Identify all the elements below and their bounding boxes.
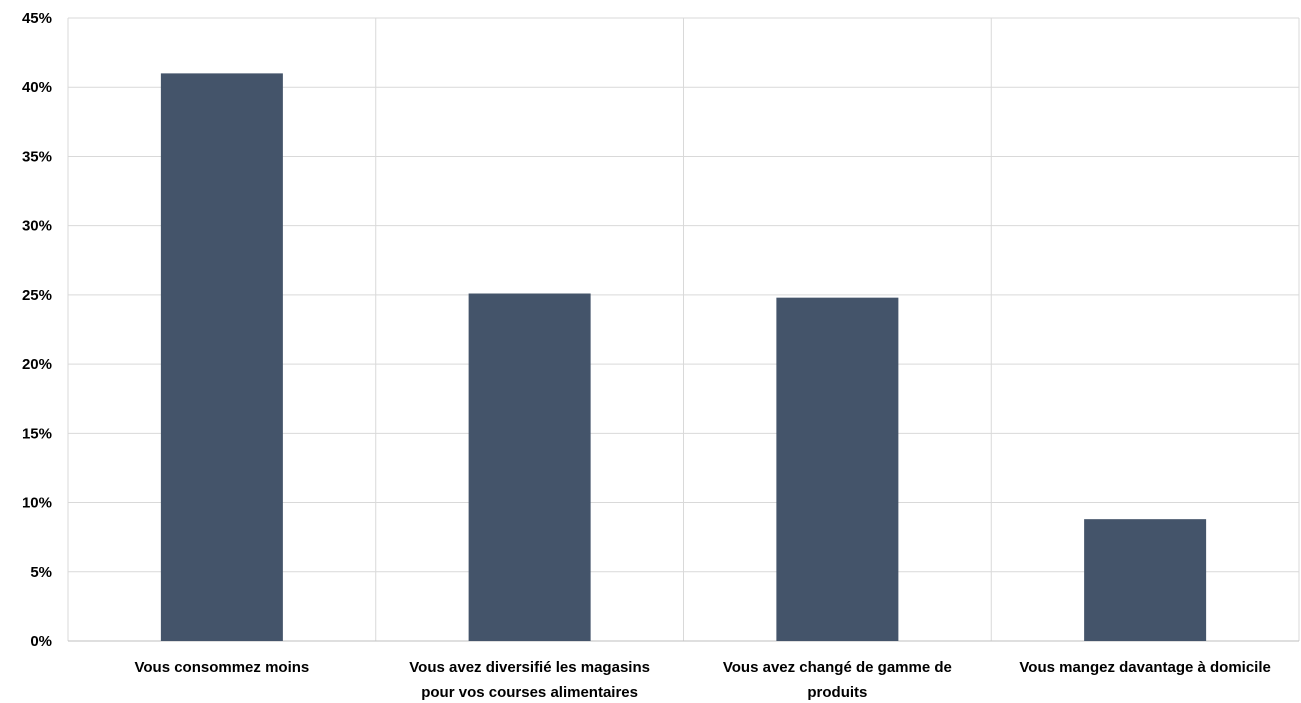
x-category-label: Vous avez diversifié les magasins bbox=[409, 659, 650, 676]
y-tick-label: 10% bbox=[22, 495, 52, 512]
y-tick-label: 40% bbox=[22, 79, 52, 96]
x-category-label: pour vos courses alimentaires bbox=[421, 684, 638, 701]
y-tick-label: 15% bbox=[22, 425, 52, 442]
bar-3 bbox=[776, 297, 899, 641]
x-category-label: Vous consommez moins bbox=[134, 659, 309, 676]
y-tick-label: 0% bbox=[30, 633, 52, 650]
y-tick-label: 5% bbox=[30, 564, 52, 581]
y-tick-label: 45% bbox=[22, 10, 52, 27]
y-tick-label: 35% bbox=[22, 148, 52, 165]
x-category-label: Vous avez changé de gamme de bbox=[723, 659, 952, 676]
x-category-label: produits bbox=[807, 684, 867, 701]
bar-4 bbox=[1084, 519, 1207, 641]
y-tick-label: 20% bbox=[22, 356, 52, 373]
y-tick-label: 30% bbox=[22, 218, 52, 235]
y-tick-label: 25% bbox=[22, 287, 52, 304]
bar-2 bbox=[468, 293, 591, 641]
x-category-label: Vous mangez davantage à domicile bbox=[1019, 659, 1270, 676]
bar-1 bbox=[160, 73, 283, 641]
